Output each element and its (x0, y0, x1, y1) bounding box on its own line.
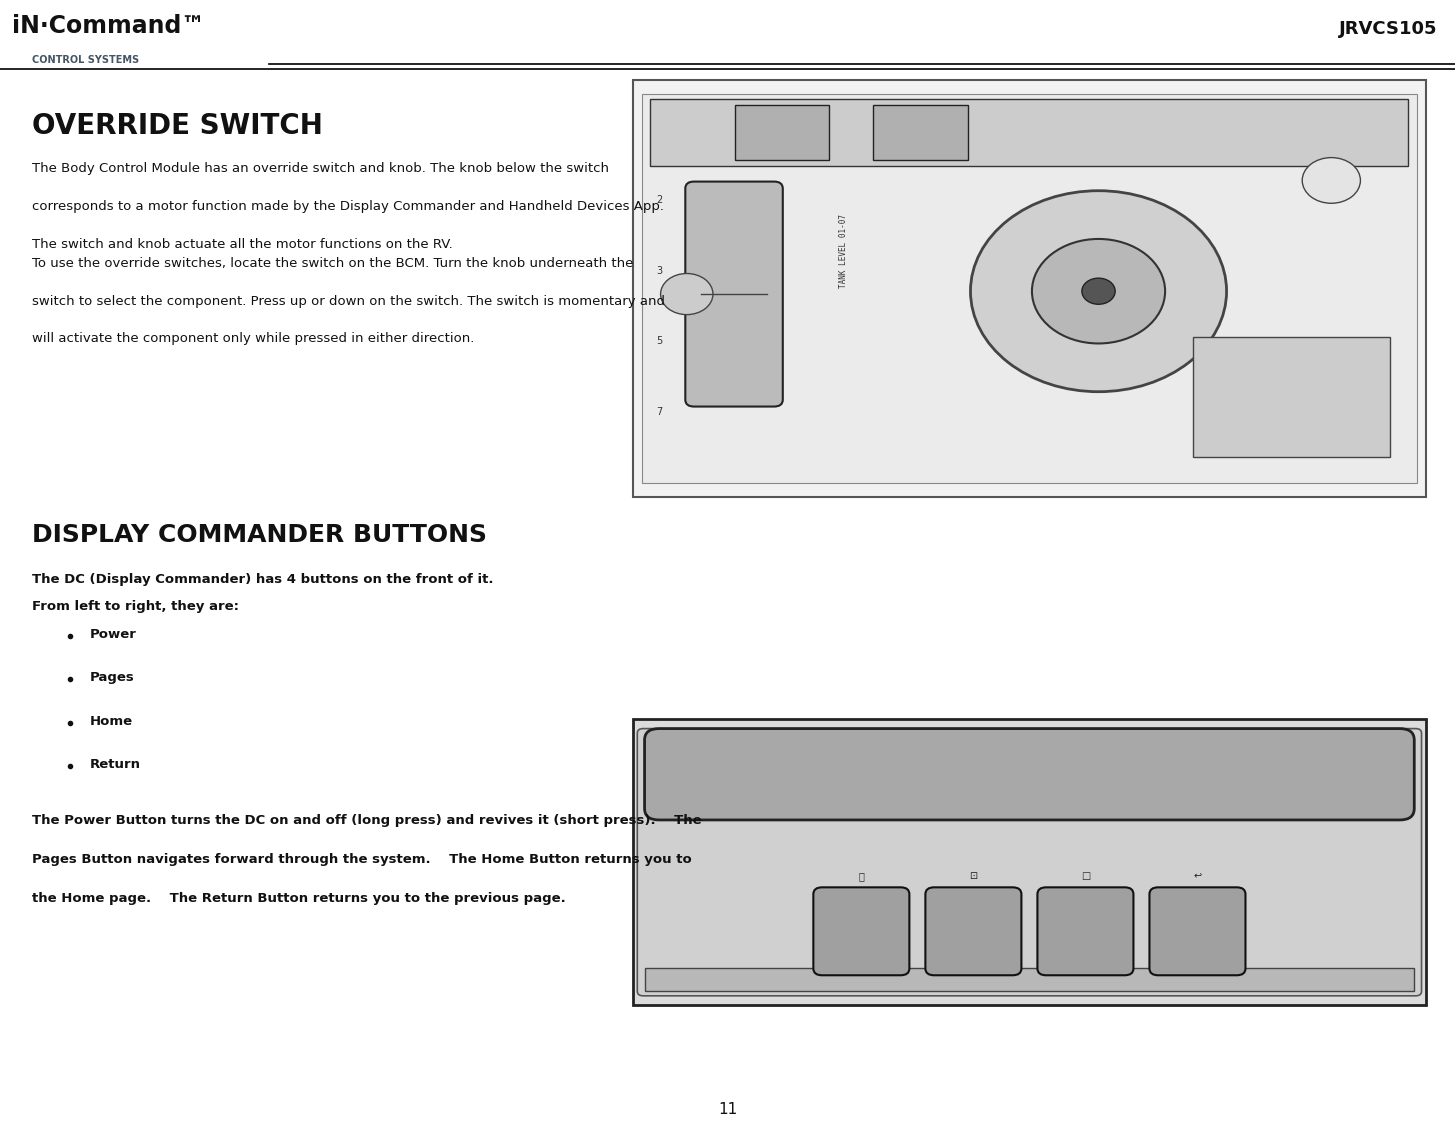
Text: the Home page.    The Return Button returns you to the previous page.: the Home page. The Return Button returns… (32, 892, 566, 904)
Text: iN·Command™: iN·Command™ (12, 14, 205, 38)
FancyBboxPatch shape (1149, 887, 1245, 975)
Text: 2: 2 (656, 195, 662, 204)
Text: Home: Home (90, 715, 134, 727)
Text: □: □ (1081, 871, 1090, 880)
Text: Power: Power (90, 628, 137, 641)
Text: ↩: ↩ (1193, 871, 1202, 880)
Text: CONTROL SYSTEMS: CONTROL SYSTEMS (32, 55, 140, 65)
FancyBboxPatch shape (925, 887, 1021, 975)
Text: JRVCS105: JRVCS105 (1339, 19, 1438, 38)
Text: ⏻: ⏻ (858, 871, 864, 880)
Text: Pages Button navigates forward through the system.    The Home Button returns yo: Pages Button navigates forward through t… (32, 853, 691, 866)
FancyBboxPatch shape (650, 99, 1408, 166)
Circle shape (970, 191, 1227, 392)
Text: TANK LEVEL 01-07: TANK LEVEL 01-07 (840, 215, 848, 288)
Text: switch to select the component. Press up or down on the switch. The switch is mo: switch to select the component. Press up… (32, 295, 665, 307)
Text: From left to right, they are:: From left to right, they are: (32, 600, 239, 612)
FancyBboxPatch shape (637, 729, 1422, 996)
FancyBboxPatch shape (735, 105, 829, 160)
Text: To use the override switches, locate the switch on the BCM. Turn the knob undern: To use the override switches, locate the… (32, 257, 633, 270)
FancyBboxPatch shape (1193, 337, 1390, 457)
FancyBboxPatch shape (1037, 887, 1133, 975)
Text: corresponds to a motor function made by the Display Commander and Handheld Devic: corresponds to a motor function made by … (32, 200, 663, 212)
Text: The Power Button turns the DC on and off (long press) and revives it (short pres: The Power Button turns the DC on and off… (32, 814, 701, 827)
Text: The Body Control Module has an override switch and knob. The knob below the swit: The Body Control Module has an override … (32, 162, 610, 175)
Text: 3: 3 (656, 266, 662, 275)
Text: OVERRIDE SWITCH: OVERRIDE SWITCH (32, 112, 323, 140)
Text: ⊡: ⊡ (969, 871, 978, 880)
FancyBboxPatch shape (633, 719, 1426, 1005)
Text: The DC (Display Commander) has 4 buttons on the front of it.: The DC (Display Commander) has 4 buttons… (32, 573, 493, 586)
Text: The switch and knob actuate all the motor functions on the RV.: The switch and knob actuate all the moto… (32, 238, 453, 250)
FancyBboxPatch shape (633, 80, 1426, 497)
Text: DISPLAY COMMANDER BUTTONS: DISPLAY COMMANDER BUTTONS (32, 523, 487, 547)
FancyBboxPatch shape (685, 182, 783, 407)
Text: 7: 7 (656, 408, 662, 417)
Circle shape (1302, 158, 1360, 203)
Circle shape (1032, 239, 1165, 344)
Text: 5: 5 (656, 337, 662, 346)
Circle shape (1083, 279, 1115, 304)
Text: 11: 11 (717, 1102, 738, 1117)
FancyBboxPatch shape (645, 968, 1414, 991)
Circle shape (661, 274, 713, 315)
Text: Pages: Pages (90, 671, 135, 684)
FancyBboxPatch shape (813, 887, 909, 975)
Text: will activate the component only while pressed in either direction.: will activate the component only while p… (32, 332, 474, 345)
Text: Return: Return (90, 758, 141, 771)
FancyBboxPatch shape (642, 94, 1417, 483)
FancyBboxPatch shape (873, 105, 968, 160)
FancyBboxPatch shape (645, 729, 1414, 820)
